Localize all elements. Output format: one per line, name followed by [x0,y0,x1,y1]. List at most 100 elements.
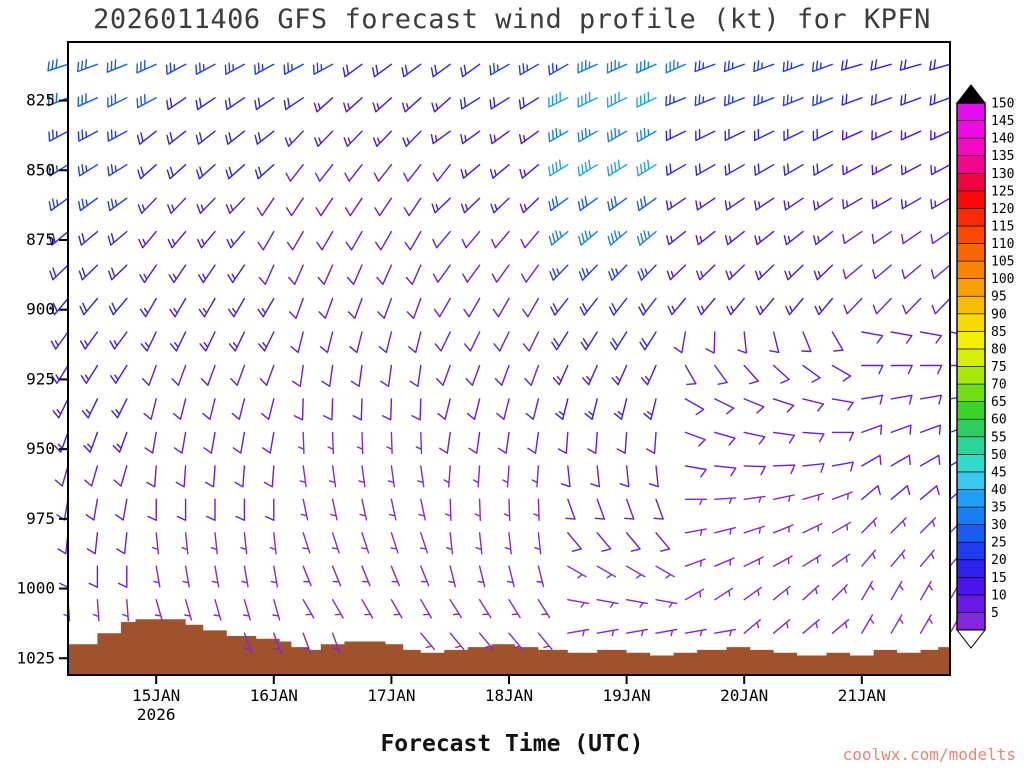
wind-barb [493,331,510,352]
wind-barb [57,532,69,555]
wind-barb [743,525,765,534]
wind-barb [694,60,716,73]
wind-barb [504,532,512,555]
colorbar-label: 40 [991,483,1007,498]
wind-barb [684,498,708,505]
wind-barb [714,364,728,385]
colorbar-cell [956,313,986,332]
wind-barb [166,97,187,111]
wind-barb [831,553,851,567]
wind-barb [409,364,422,387]
wind-barb [198,297,216,318]
wind-barb [489,63,510,76]
wind-barb [870,59,892,71]
wind-barb [225,130,246,145]
wind-barb [258,264,275,285]
wind-barb [753,163,775,176]
wind-barb [919,424,941,435]
wind-barb [317,264,334,285]
wind-barb [122,599,129,622]
wind-barb [724,94,745,107]
wind-barb [420,632,435,650]
wind-barb [420,599,432,619]
wind-barb [870,93,892,106]
wind-barb [666,230,687,246]
wind-barb [900,197,922,210]
wind-barb [225,197,246,214]
colorbar-label: 65 [991,395,1007,410]
wind-barb [519,197,540,214]
colorbar-cell [956,559,986,578]
colorbar-cell [956,471,986,490]
wind-barb-row [48,230,951,251]
wind-barb [831,364,852,382]
wind-barb [646,431,657,454]
wind-barb [840,59,863,71]
wind-barb [590,465,601,488]
wind-barb [567,628,590,637]
wind-barb [812,197,834,211]
wind-barb [78,264,99,281]
wind-barb [390,532,399,554]
wind-barb [173,431,187,454]
wind-barb [929,59,951,71]
wind-barb [378,331,393,354]
wind-barb [302,565,312,587]
wind-barb [772,431,796,444]
wind-barb [344,197,363,217]
wind-barb [754,264,775,281]
wind-barb [522,297,540,318]
wind-barb [502,465,510,488]
wind-barb [88,565,99,588]
wind-barb [443,465,451,488]
wind-barb [783,197,804,211]
x-tick-label: 17JAN [367,686,415,705]
wind-barb [54,465,69,487]
watermark-link[interactable]: coolwx.com/modelts [842,745,1016,764]
wind-barb-field [47,58,972,654]
wind-barb [812,60,834,73]
wind-barb [462,264,481,283]
colorbar-cell [956,172,986,192]
wind-barb [146,465,157,488]
wind-barb [640,364,657,386]
colorbar-label: 60 [991,413,1007,428]
wind-barb [464,331,481,352]
wind-barb [197,230,216,249]
wind-barb [235,498,246,521]
wind-barb [475,532,483,555]
colorbar-cell [956,102,986,121]
wind-barb [140,331,157,352]
wind-barb [625,628,648,637]
wind-barb [919,614,933,634]
wind-barb [831,619,850,634]
colorbar-label: 120 [991,202,1014,217]
wind-barb [48,197,69,212]
wind-barb [527,431,540,454]
wind-barb [578,264,598,281]
wind-barb [380,364,393,387]
wind-barb [609,331,628,351]
wind-barb [624,498,635,520]
wind-barb [567,565,587,579]
wind-barb [919,454,941,467]
wind-barb [577,91,598,108]
wind-barb [772,398,795,413]
wind-barb [243,632,253,654]
wind-barb [565,498,576,520]
y-axis: 825 850 875 900 925 950 975 1000 1025 [16,91,68,667]
wind-barb [197,264,216,284]
wind-barb [109,331,128,350]
wind-barb [286,197,304,217]
wind-barb [445,498,452,521]
wind-barb [919,485,940,500]
wind-barb [785,297,804,316]
wind-barb [548,63,569,76]
wind-barb [520,230,540,249]
wind-barb [147,498,157,521]
wind-barb [316,230,334,251]
wind-barb [695,163,716,176]
wind-barb [724,163,745,176]
